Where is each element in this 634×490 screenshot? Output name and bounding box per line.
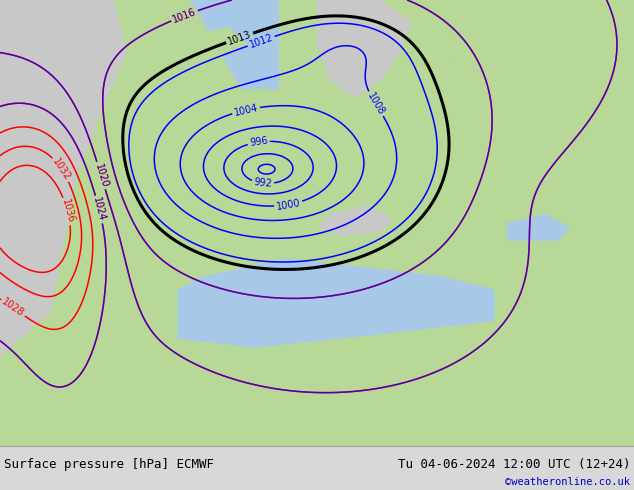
Polygon shape xyxy=(235,107,279,156)
Text: 1004: 1004 xyxy=(233,102,259,118)
Polygon shape xyxy=(165,241,266,312)
Text: 992: 992 xyxy=(253,177,273,189)
Text: 1016: 1016 xyxy=(171,6,198,25)
Polygon shape xyxy=(317,205,393,236)
Text: 1000: 1000 xyxy=(275,197,301,212)
Text: 1013: 1013 xyxy=(226,29,253,47)
Text: 1032: 1032 xyxy=(51,156,72,182)
Polygon shape xyxy=(222,121,241,147)
Polygon shape xyxy=(0,321,634,446)
Text: 1008: 1008 xyxy=(365,91,386,117)
Polygon shape xyxy=(0,80,76,156)
Text: 996: 996 xyxy=(249,136,268,148)
Text: 1024: 1024 xyxy=(91,196,107,222)
Text: Surface pressure [hPa] ECMWF: Surface pressure [hPa] ECMWF xyxy=(4,458,214,471)
Polygon shape xyxy=(507,214,571,241)
Text: 1016: 1016 xyxy=(171,6,198,25)
Text: 1012: 1012 xyxy=(248,32,275,50)
Text: 1020: 1020 xyxy=(93,162,110,189)
Polygon shape xyxy=(317,0,412,98)
Polygon shape xyxy=(0,0,634,446)
Text: 1036: 1036 xyxy=(60,198,75,224)
Text: ©weatheronline.co.uk: ©weatheronline.co.uk xyxy=(505,477,630,487)
Polygon shape xyxy=(380,0,476,89)
Polygon shape xyxy=(0,0,127,357)
Text: 1024: 1024 xyxy=(91,196,107,222)
Text: Tu 04-06-2024 12:00 UTC (12+24): Tu 04-06-2024 12:00 UTC (12+24) xyxy=(398,458,630,471)
Text: 1020: 1020 xyxy=(93,162,110,189)
Polygon shape xyxy=(178,259,495,348)
Polygon shape xyxy=(184,27,247,58)
Text: 1028: 1028 xyxy=(0,297,26,319)
